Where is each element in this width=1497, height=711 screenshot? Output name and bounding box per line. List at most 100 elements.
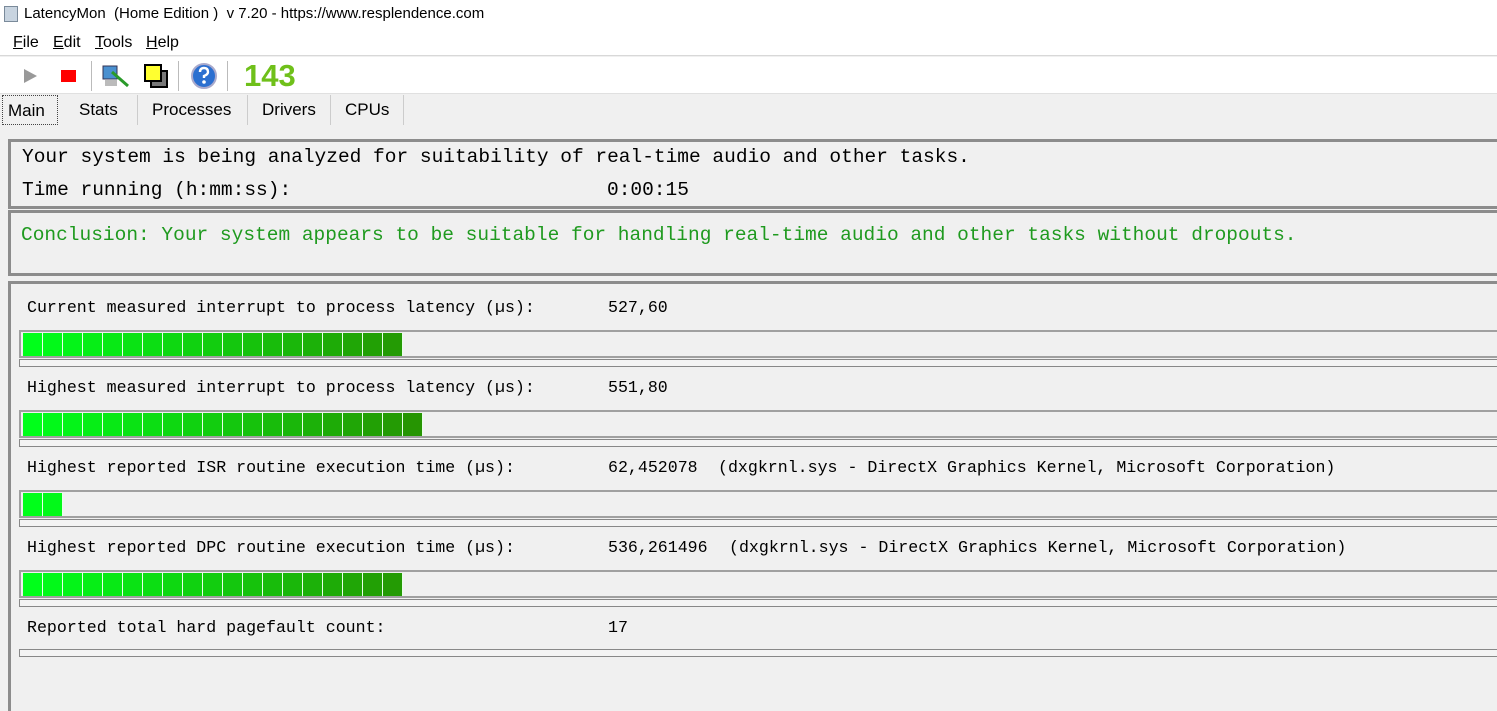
bar-fill — [23, 333, 403, 356]
tab-label: Stats — [79, 100, 118, 119]
toolbar-separator — [227, 61, 228, 91]
highest-dpc-time-value: 536,261496 — [608, 538, 708, 557]
toolbar — [0, 57, 1497, 94]
bar-segment — [343, 333, 363, 356]
bar-segment — [363, 573, 383, 596]
bar-segment — [83, 413, 103, 436]
bar-segment — [383, 573, 403, 596]
bar-segment — [143, 413, 163, 436]
bar-segment — [23, 493, 43, 516]
highest-dpc-time-bar — [19, 570, 1497, 598]
menu-edit[interactable]: Edit — [53, 34, 81, 51]
app-icon — [4, 6, 18, 22]
bar-segment — [43, 333, 63, 356]
bar-segment — [183, 573, 203, 596]
hard-pagefault-count-label: Reported total hard pagefault count: — [27, 618, 386, 637]
bar-segment — [343, 413, 363, 436]
bar-segment — [283, 333, 303, 356]
bar-segment — [183, 413, 203, 436]
bar-segment — [263, 413, 283, 436]
bar-underline — [19, 439, 1497, 447]
bar-segment — [83, 573, 103, 596]
bar-segment — [43, 413, 63, 436]
bar-segment — [283, 573, 303, 596]
bar-underline — [19, 599, 1497, 607]
bar-segment — [263, 333, 283, 356]
menu-help[interactable]: Help — [146, 34, 179, 51]
bar-segment — [203, 333, 223, 356]
bar-segment — [43, 573, 63, 596]
help-button[interactable] — [189, 61, 219, 91]
time-running-label: Time running (h:mm:ss): — [22, 179, 292, 201]
bar-segment — [123, 573, 143, 596]
bar-fill — [23, 413, 423, 436]
window-title: LatencyMon (Home Edition ) v 7.20 - http… — [24, 5, 485, 22]
bar-segment — [343, 573, 363, 596]
bar-segment — [263, 573, 283, 596]
bar-fill — [23, 573, 403, 596]
time-running-value: 0:00:15 — [607, 179, 689, 201]
bar-fill — [23, 493, 63, 516]
tab-processes[interactable]: Processes — [138, 95, 248, 125]
tab-cpus[interactable]: CPUs — [331, 95, 404, 125]
bar-segment — [383, 333, 403, 356]
highest-isr-time-label: Highest reported ISR routine execution t… — [27, 458, 515, 477]
highest-isr-time-value: 62,452078 — [608, 458, 698, 477]
bar-segment — [63, 573, 83, 596]
tab-bar: Main Stats Processes Drivers CPUs — [0, 95, 1497, 125]
bar-segment — [63, 413, 83, 436]
bar-segment — [363, 333, 383, 356]
highest-dpc-time-label: Highest reported DPC routine execution t… — [27, 538, 515, 557]
bar-segment — [323, 573, 343, 596]
bar-segment — [23, 333, 43, 356]
tab-stats[interactable]: Stats — [59, 95, 138, 125]
analyze-button[interactable] — [100, 61, 130, 91]
title-bar: LatencyMon (Home Edition ) v 7.20 - http… — [0, 0, 1497, 28]
menu-bar: File Edit Tools Help — [0, 28, 1497, 56]
analyzing-text: Your system is being analyzed for suitab… — [22, 146, 970, 168]
menu-file[interactable]: File — [13, 34, 39, 51]
bar-segment — [163, 333, 183, 356]
bar-segment — [183, 333, 203, 356]
conclusion-panel: Conclusion: Your system appears to be su… — [8, 210, 1497, 276]
bar-segment — [83, 333, 103, 356]
tab-drivers[interactable]: Drivers — [248, 95, 331, 125]
toolbar-separator — [178, 61, 179, 91]
stop-button[interactable] — [53, 61, 83, 91]
highest-interrupt-latency-bar — [19, 410, 1497, 438]
bar-underline — [19, 359, 1497, 367]
tab-label: Drivers — [262, 100, 316, 119]
bar-segment — [303, 413, 323, 436]
bar-segment — [243, 573, 263, 596]
bar-segment — [143, 573, 163, 596]
bar-segment — [63, 333, 83, 356]
bar-segment — [43, 493, 63, 516]
menu-tools[interactable]: Tools — [95, 34, 133, 51]
tab-main[interactable]: Main — [2, 95, 58, 125]
highest-interrupt-latency-value: 551,80 — [608, 378, 668, 397]
bar-underline — [19, 649, 1497, 657]
highest-interrupt-latency-label: Highest measured interrupt to process la… — [27, 378, 535, 397]
bar-segment — [323, 413, 343, 436]
bar-segment — [363, 413, 383, 436]
bar-segment — [203, 573, 223, 596]
bar-segment — [163, 573, 183, 596]
highest-dpc-time-detail: (dxgkrnl.sys - DirectX Graphics Kernel, … — [729, 538, 1347, 557]
bar-segment — [103, 573, 123, 596]
highest-isr-time-bar — [19, 490, 1497, 518]
current-interrupt-latency-value: 527,60 — [608, 298, 668, 317]
bar-segment — [403, 413, 423, 436]
bar-segment — [243, 413, 263, 436]
bar-segment — [303, 333, 323, 356]
start-button[interactable] — [15, 61, 45, 91]
bar-segment — [223, 573, 243, 596]
bar-segment — [163, 413, 183, 436]
current-interrupt-latency-label: Current measured interrupt to process la… — [27, 298, 535, 317]
windows-button[interactable] — [141, 61, 171, 91]
bar-segment — [303, 573, 323, 596]
bar-segment — [243, 333, 263, 356]
bar-segment — [223, 333, 243, 356]
bar-segment — [23, 413, 43, 436]
windows-icon — [144, 64, 168, 88]
help-icon — [191, 63, 217, 89]
